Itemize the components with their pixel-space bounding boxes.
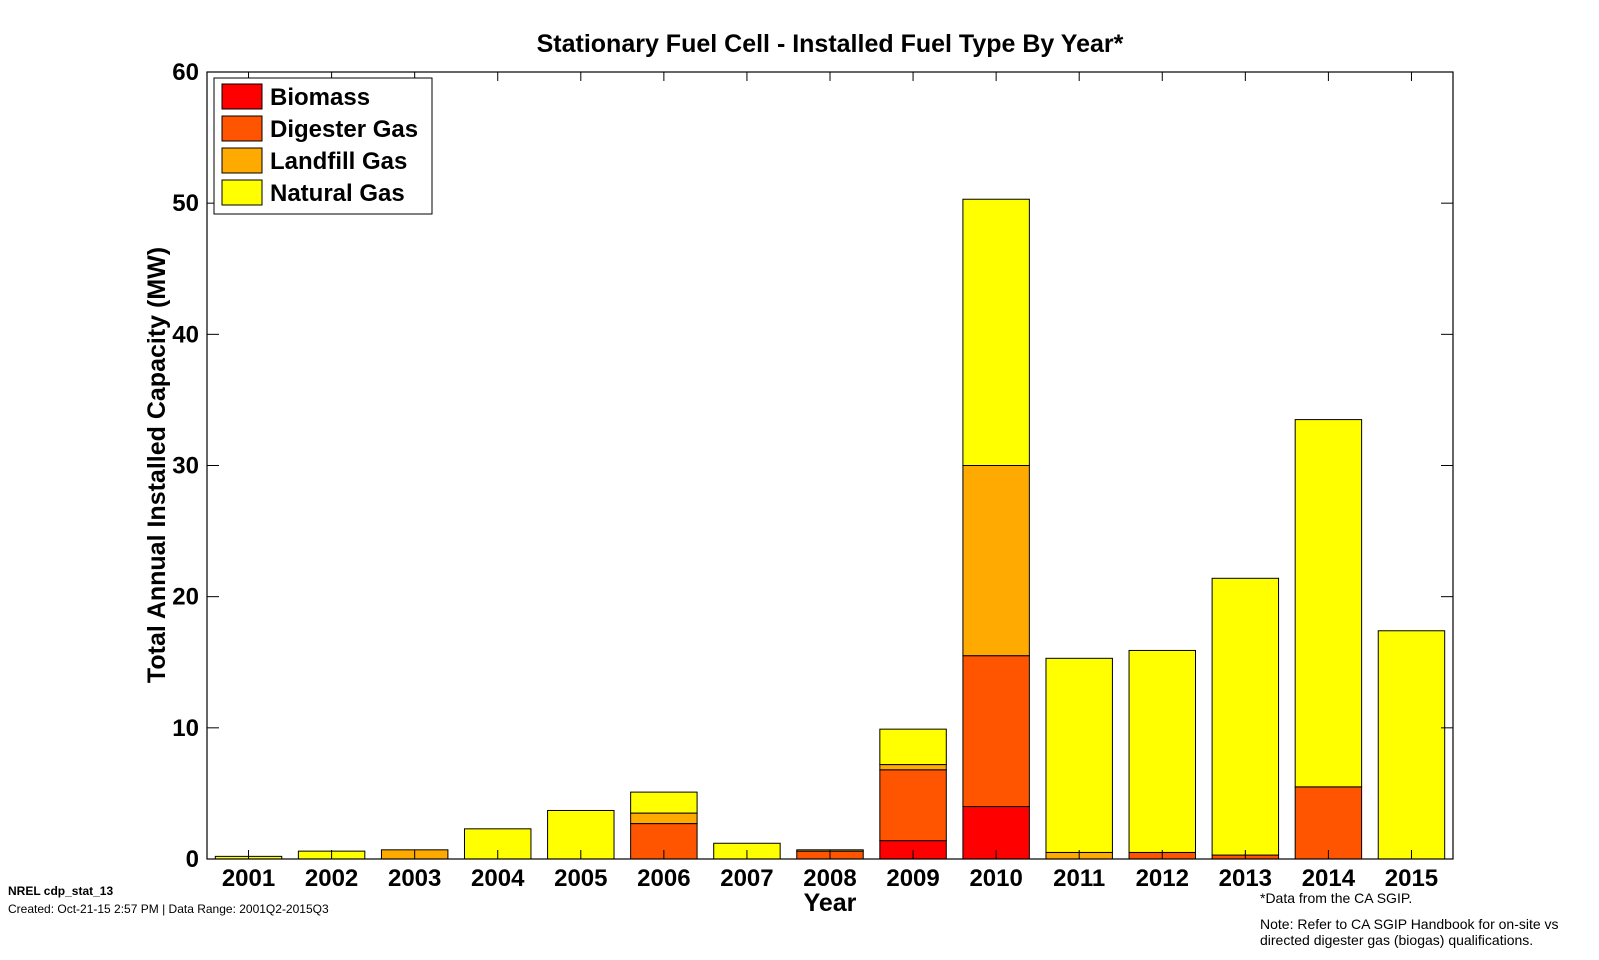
legend-swatch xyxy=(221,115,263,142)
y-tick-label: 60 xyxy=(172,59,199,86)
bar-2014-digester-gas xyxy=(1294,786,1363,860)
legend-label: Biomass xyxy=(270,84,370,111)
bar-2009-digester-gas xyxy=(879,769,947,842)
y-tick-label: 20 xyxy=(172,584,199,611)
x-tick-label: 2008 xyxy=(803,865,856,892)
footer-id: NREL cdp_stat_13 xyxy=(8,884,114,898)
x-tick-label: 2001 xyxy=(222,865,275,892)
bar-2010-natural-gas xyxy=(962,198,1030,467)
bar-2010-landfill-gas xyxy=(962,465,1030,657)
legend-swatch xyxy=(221,179,263,206)
x-tick-label: 2002 xyxy=(305,865,358,892)
x-tick-label: 2014 xyxy=(1302,865,1356,892)
y-tick-label: 10 xyxy=(172,715,199,742)
x-tick-label: 2010 xyxy=(969,865,1022,892)
bar-2015-natural-gas xyxy=(1377,630,1446,860)
bar-2009-landfill-gas xyxy=(879,764,947,771)
x-axis-label: Year xyxy=(804,889,857,917)
x-tick-label: 2015 xyxy=(1385,865,1438,892)
bar-2006-natural-gas xyxy=(630,791,698,814)
bar-2009-natural-gas xyxy=(879,728,947,766)
legend-label: Natural Gas xyxy=(270,180,405,207)
y-tick-label: 40 xyxy=(172,321,199,348)
legend-swatch xyxy=(221,83,263,110)
y-tick-label: 0 xyxy=(186,846,199,873)
footnote-note: Note: Refer to CA SGIP Handbook for on-s… xyxy=(1260,916,1559,948)
x-tick-label: 2009 xyxy=(886,865,939,892)
chart-title: Stationary Fuel Cell - Installed Fuel Ty… xyxy=(537,30,1124,58)
x-tick-label: 2007 xyxy=(720,865,773,892)
legend: Biomass Digester Gas Landfill Gas Natural G… xyxy=(213,77,433,215)
footer-created: Created: Oct-21-15 2:57 PM | Data Range:… xyxy=(8,902,329,916)
bar-2014-natural-gas xyxy=(1294,419,1363,788)
x-tick-label: 2006 xyxy=(637,865,690,892)
footnote-source: *Data from the CA SGIP. xyxy=(1260,890,1413,906)
bar-2011-natural-gas xyxy=(1045,657,1113,853)
bar-2013-natural-gas xyxy=(1211,577,1280,856)
bar-2010-digester-gas xyxy=(962,655,1030,808)
plot-border xyxy=(206,71,1454,860)
y-tick-label: 50 xyxy=(172,190,199,217)
x-tick-label: 2011 xyxy=(1053,865,1105,892)
bar-2006-landfill-gas xyxy=(630,812,698,825)
x-tick-label: 2004 xyxy=(471,865,525,892)
x-tick-label: 2012 xyxy=(1136,865,1189,892)
y-tick-label: 30 xyxy=(172,453,199,480)
bars-layer xyxy=(214,198,1446,860)
x-tick-label: 2013 xyxy=(1219,865,1272,892)
y-axis-label: Total Annual Installed Capacity (MW) xyxy=(143,247,171,683)
ticks-layer: 2001 2002 2003 2004 2005 2006 2007 2008 2009 2010… xyxy=(172,59,1453,892)
legend-swatch xyxy=(221,147,263,174)
legend-label: Digester Gas xyxy=(270,116,418,143)
x-tick-label: 2003 xyxy=(388,865,441,892)
bar-2012-natural-gas xyxy=(1128,649,1196,853)
x-tick-label: 2005 xyxy=(554,865,607,892)
legend-label: Landfill Gas xyxy=(270,148,407,175)
